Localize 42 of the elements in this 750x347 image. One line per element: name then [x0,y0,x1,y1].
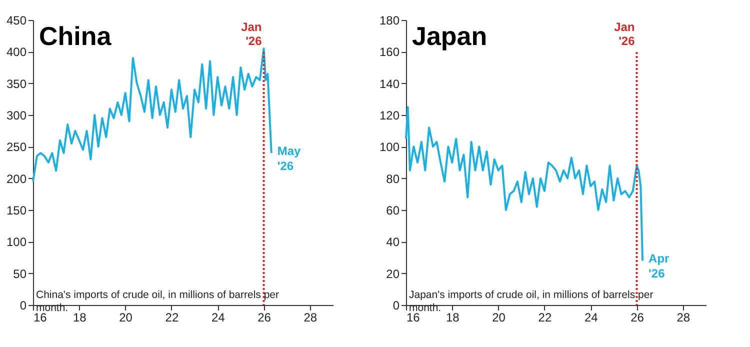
y-tick-label: 80 [386,172,400,186]
x-tick-label: 20 [492,310,506,324]
x-tick-label: 24 [211,310,226,324]
y-tick-label: 140 [379,76,400,91]
y-tick-label: 40 [386,235,400,250]
y-tick-label: 150 [6,204,27,218]
line-series [405,106,644,262]
x-tick-label: 26 [258,310,272,324]
y-tick-label: 180 [379,14,400,28]
annotation: Apr '26 [648,252,670,281]
y-tick-label: 350 [6,76,27,91]
y-tick-label: 20 [386,266,400,281]
chart-title: Japan [412,21,488,51]
y-tick-label: 300 [6,108,27,122]
x-tick-label: 22 [538,310,552,324]
y-tick-label: 250 [6,140,27,154]
x-tick-label: 22 [165,310,179,324]
y-tick-label: 100 [379,140,400,154]
y-tick-label: 200 [6,172,27,186]
x-tick-label: 28 [304,310,318,324]
y-tick-label: 450 [6,14,27,28]
annotation: May '26 [277,144,302,173]
x-tick-label: 18 [446,310,460,324]
x-tick-label: 20 [119,310,133,324]
line-series [32,48,272,182]
y-tick-label: 120 [379,108,400,122]
y-tick-label: 400 [6,45,27,60]
y-tick-label: 60 [386,204,400,218]
y-tick-label: 0 [392,298,400,312]
ref-line-label: Jan '26 [614,20,636,48]
y-tick-label: 160 [379,45,400,60]
y-tick-label: 100 [6,235,27,250]
ref-line-label: Jan '26 [241,20,262,48]
chart-title: China [39,21,112,51]
y-tick-label: 0 [20,298,27,312]
x-tick-label: 16 [406,310,420,324]
x-tick-label: 18 [72,310,87,324]
x-tick-label: 16 [34,310,48,324]
y-tick-label: 50 [13,266,27,281]
x-tick-label: 28 [676,310,690,324]
x-tick-label: 24 [584,310,598,324]
x-tick-label: 26 [630,310,644,324]
